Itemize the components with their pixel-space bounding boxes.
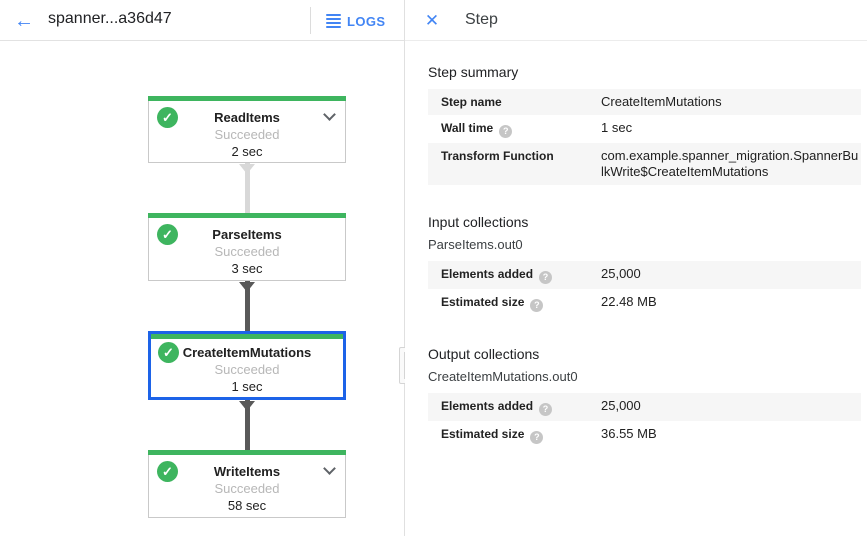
kv-value: 25,000 xyxy=(601,398,641,413)
node-wall-time: 58 sec xyxy=(227,498,267,513)
node-name: CreateItemMutations xyxy=(182,345,312,360)
step-panel-title: Step xyxy=(465,11,498,28)
logs-button-label: LOGS xyxy=(347,13,386,29)
pipeline-graph: ✓ ReadItems Succeeded 2 sec ✓ ParseItems… xyxy=(0,41,404,536)
success-check-icon: ✓ xyxy=(157,461,178,482)
kv-label: Wall time? xyxy=(441,120,601,138)
input-collections-title: Input collections xyxy=(428,214,529,230)
step-details-panel: Step summary Step name CreateItemMutatio… xyxy=(405,41,867,536)
kv-row: Elements added? 25,000 xyxy=(428,393,861,421)
output-collections-table: Elements added? 25,000 Estimated size? 3… xyxy=(428,393,861,449)
node-name: ReadItems xyxy=(214,110,280,125)
back-button[interactable]: ← xyxy=(14,10,34,32)
success-check-icon: ✓ xyxy=(158,342,179,363)
node-name: ParseItems xyxy=(212,227,282,242)
job-graph-toolbar: ← spanner...a36d47 LOGS xyxy=(0,0,404,41)
input-collection-name: ParseItems.out0 xyxy=(428,237,523,252)
chevron-down-icon[interactable] xyxy=(325,464,334,473)
help-icon[interactable]: ? xyxy=(539,403,553,416)
step-summary-title: Step summary xyxy=(428,64,519,80)
kv-row: Transform Function com.example.spanner_m… xyxy=(428,143,861,185)
kv-row: Estimated size? 22.48 MB xyxy=(428,289,861,317)
node-status: Succeeded xyxy=(214,362,280,377)
graph-node-parseitems[interactable]: ✓ ParseItems Succeeded 3 sec xyxy=(148,213,346,281)
graph-node-writeitems[interactable]: ✓ WriteItems Succeeded 58 sec xyxy=(148,450,346,518)
kv-row: Wall time? 1 sec xyxy=(428,115,861,143)
node-status-bar xyxy=(151,334,343,339)
help-icon[interactable]: ? xyxy=(530,431,544,444)
kv-row: Elements added? 25,000 xyxy=(428,261,861,289)
step-panel-header: ✕ Step xyxy=(405,0,867,41)
kv-row: Estimated size? 36.55 MB xyxy=(428,421,861,449)
node-wall-time: 3 sec xyxy=(231,261,263,276)
toolbar-separator xyxy=(310,7,311,34)
kv-label: Elements added? xyxy=(441,266,601,284)
step-summary-table: Step name CreateItemMutations Wall time?… xyxy=(428,89,861,185)
kv-value: 22.48 MB xyxy=(601,294,657,309)
kv-label: Elements added? xyxy=(441,398,601,416)
node-status: Succeeded xyxy=(214,481,280,496)
help-icon[interactable]: ? xyxy=(539,271,553,284)
kv-value: 36.55 MB xyxy=(601,426,657,441)
kv-row: Step name CreateItemMutations xyxy=(428,89,861,115)
job-title: spanner...a36d47 xyxy=(48,10,172,27)
kv-value: com.example.spanner_migration.SpannerBul… xyxy=(601,148,859,179)
help-icon[interactable]: ? xyxy=(530,299,544,312)
input-collections-table: Elements added? 25,000 Estimated size? 2… xyxy=(428,261,861,317)
kv-value: 1 sec xyxy=(601,120,633,135)
logs-menu-icon xyxy=(326,12,341,30)
kv-label: Estimated size? xyxy=(441,426,601,444)
node-status-bar xyxy=(148,213,346,218)
kv-label: Estimated size? xyxy=(441,294,601,312)
success-check-icon: ✓ xyxy=(157,224,178,245)
panel-divider xyxy=(404,0,405,536)
logs-button[interactable]: LOGS xyxy=(326,9,385,33)
output-collection-name: CreateItemMutations.out0 xyxy=(428,369,578,384)
graph-node-createitemmutations[interactable]: ✓ CreateItemMutations Succeeded 1 sec xyxy=(148,331,346,400)
kv-label: Transform Function xyxy=(441,149,554,163)
kv-value: CreateItemMutations xyxy=(601,94,722,109)
node-status-bar xyxy=(148,450,346,455)
help-icon[interactable]: ? xyxy=(499,125,513,138)
node-status: Succeeded xyxy=(214,127,280,142)
success-check-icon: ✓ xyxy=(157,107,178,128)
node-wall-time: 1 sec xyxy=(231,379,263,394)
node-wall-time: 2 sec xyxy=(231,144,263,159)
graph-node-readitems[interactable]: ✓ ReadItems Succeeded 2 sec xyxy=(148,96,346,163)
close-icon[interactable]: ✕ xyxy=(424,11,440,30)
kv-label: Step name xyxy=(441,95,502,109)
output-collections-title: Output collections xyxy=(428,346,540,362)
node-name: WriteItems xyxy=(213,464,281,479)
node-status: Succeeded xyxy=(214,244,280,259)
kv-value: 25,000 xyxy=(601,266,641,281)
chevron-down-icon[interactable] xyxy=(325,110,334,119)
node-status-bar xyxy=(148,96,346,101)
